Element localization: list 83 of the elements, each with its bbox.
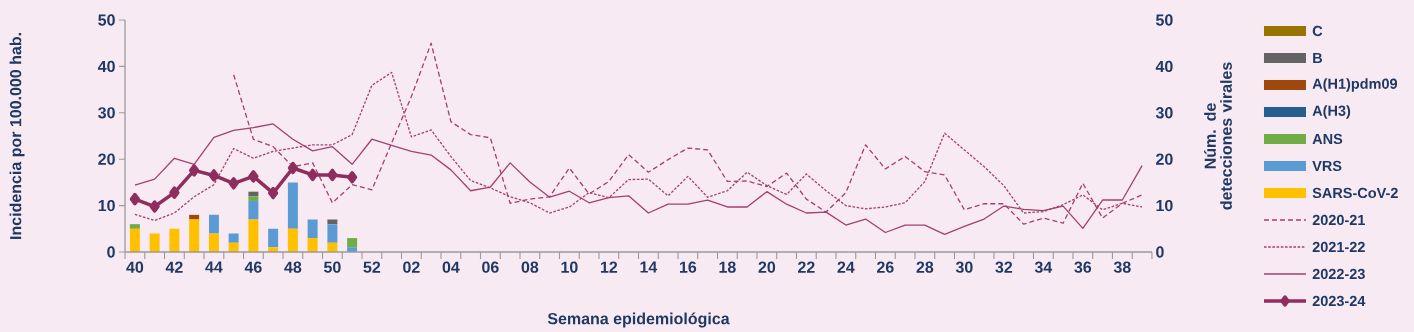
x-tick-label: 02 bbox=[403, 261, 420, 273]
point bbox=[307, 168, 318, 182]
legend-label: 2022-23 bbox=[1312, 268, 1365, 280]
bar bbox=[268, 228, 279, 248]
x-tick-label: 52 bbox=[363, 261, 381, 273]
bar bbox=[169, 228, 180, 252]
bar bbox=[189, 214, 200, 220]
bar bbox=[248, 200, 259, 220]
y2-tick-label: 40 bbox=[1155, 60, 1173, 73]
bar bbox=[129, 228, 140, 252]
bar bbox=[129, 224, 140, 229]
x-tick-label: 40 bbox=[126, 261, 144, 273]
x-tick-label: 14 bbox=[640, 261, 658, 273]
x-tick-label: 24 bbox=[837, 261, 855, 273]
x-tick-label: 46 bbox=[244, 261, 262, 273]
legend-label: 2020-21 bbox=[1312, 214, 1365, 226]
x-tick-label: 26 bbox=[877, 261, 894, 273]
x-tick-label: 36 bbox=[1074, 261, 1092, 273]
point bbox=[347, 171, 358, 184]
point bbox=[208, 169, 220, 182]
y2-tick-label: 10 bbox=[1156, 199, 1173, 212]
y-axis-title: Incidencia por 100.000 hab. bbox=[9, 33, 25, 239]
y-tick-label: 20 bbox=[98, 153, 115, 165]
bar bbox=[189, 219, 200, 252]
bar bbox=[347, 238, 358, 248]
x-tick-label: 16 bbox=[679, 261, 697, 273]
bar bbox=[228, 233, 239, 243]
legend-label: 2023-24 bbox=[1312, 295, 1366, 307]
y-tick-label: 50 bbox=[98, 14, 115, 26]
y2-axis-title: Núm. de detecciones virales bbox=[1204, 62, 1232, 210]
bar bbox=[287, 228, 298, 252]
bar bbox=[307, 219, 318, 239]
y2-tick-label: 0 bbox=[1156, 246, 1164, 258]
x-tick-label: 48 bbox=[284, 261, 302, 273]
x-tick-label: 22 bbox=[798, 261, 815, 273]
point bbox=[169, 186, 180, 199]
y-tick-label: 0 bbox=[107, 246, 115, 258]
legend-label: B bbox=[1313, 53, 1322, 63]
point bbox=[327, 168, 338, 182]
point bbox=[248, 170, 259, 183]
x-tick-label: 20 bbox=[758, 261, 776, 273]
bar bbox=[248, 196, 259, 201]
x-tick-label: 42 bbox=[165, 261, 183, 273]
legend-label: ANS bbox=[1312, 133, 1343, 145]
x-tick-label: 44 bbox=[205, 261, 223, 273]
bar bbox=[327, 224, 338, 243]
x-tick-label: 04 bbox=[442, 261, 460, 273]
x-tick-label: 32 bbox=[995, 261, 1013, 273]
x-tick-label: 12 bbox=[600, 261, 618, 273]
legend-label: VRS bbox=[1312, 160, 1342, 172]
point bbox=[268, 186, 279, 200]
x-axis-title: Semana epidemiológica bbox=[547, 312, 730, 328]
x-tick-label: 34 bbox=[1034, 261, 1053, 273]
x-tick-label: 50 bbox=[323, 261, 341, 273]
x-tick-label: 28 bbox=[916, 261, 934, 273]
point bbox=[149, 200, 160, 213]
x-tick-label: 08 bbox=[521, 261, 539, 273]
y-tick-label: 10 bbox=[98, 199, 115, 212]
x-tick-label: 30 bbox=[955, 261, 973, 273]
point bbox=[189, 164, 200, 177]
x-tick-label: 38 bbox=[1113, 261, 1131, 273]
bar bbox=[208, 233, 219, 252]
bar bbox=[248, 219, 259, 252]
bar bbox=[208, 214, 219, 234]
point bbox=[287, 161, 299, 175]
y-tick-label: 30 bbox=[98, 107, 115, 119]
legend-label: A(H3) bbox=[1312, 105, 1351, 119]
x-tick-label: 18 bbox=[719, 261, 736, 273]
bar bbox=[149, 233, 160, 252]
point bbox=[129, 192, 141, 206]
bar bbox=[307, 238, 318, 252]
y-tick-label: 40 bbox=[97, 60, 115, 73]
y2-tick-label: 30 bbox=[1155, 107, 1173, 119]
point bbox=[228, 177, 239, 190]
x-tick-label: 06 bbox=[482, 261, 499, 273]
legend-label: A(H1)pdm09 bbox=[1312, 78, 1398, 92]
legend-label: C bbox=[1312, 25, 1323, 37]
y2-tick-label: 20 bbox=[1156, 153, 1173, 165]
y2-tick-label: 50 bbox=[1155, 14, 1173, 26]
x-tick-label: 10 bbox=[561, 261, 578, 273]
legend-label: SARS-CoV-2 bbox=[1312, 187, 1398, 199]
legend-label: 2021-22 bbox=[1312, 241, 1365, 253]
bar bbox=[287, 182, 298, 229]
